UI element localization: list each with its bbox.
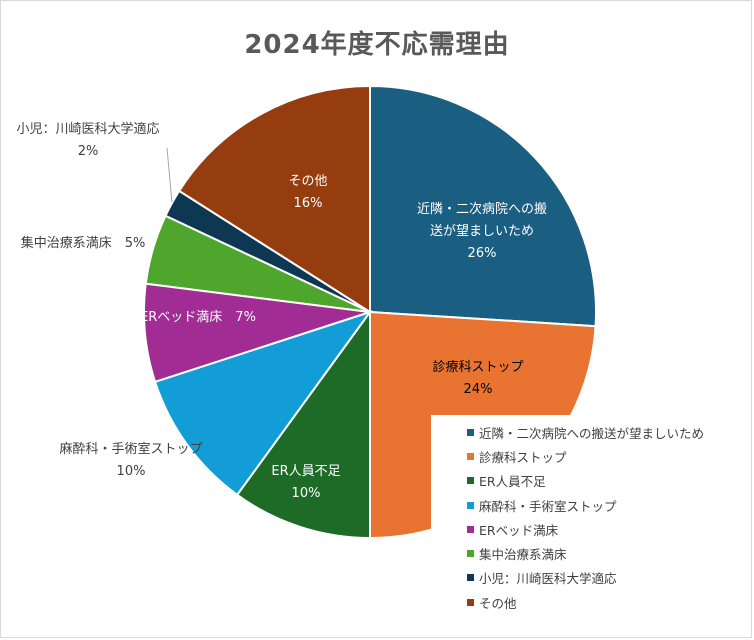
legend-item: 小児：川崎医科大学適応 [467, 566, 733, 590]
legend-label: ERベッド満床 [479, 522, 559, 538]
slice-label: 診療科ストップ 24% [432, 359, 523, 397]
legend-swatch [467, 550, 474, 558]
slice-label: 近隣・二次病院への搬送が望ましいため 26% [417, 201, 547, 261]
legend-swatch [467, 428, 474, 436]
legend-swatch [467, 501, 474, 509]
pie-slice [153, 310, 373, 497]
legend-item: 集中治療系満床 [467, 541, 733, 565]
legend-item: 近隣・二次病院への搬送が望ましいため [467, 420, 733, 444]
legend-swatch [467, 477, 474, 485]
legend-item: 麻酔科・手術室ストップ [467, 493, 733, 517]
slice-percent: 16% [294, 196, 323, 211]
legend-swatch [467, 525, 474, 533]
slice-label: ERベッド満床 7% [140, 310, 256, 325]
slice-percent: 10% [117, 464, 146, 479]
legend-label: 近隣・二次病院への搬送が望ましいため [479, 425, 705, 441]
slice-label: 麻酔科・手術室ストップ 10% [59, 441, 202, 479]
pie-slice [369, 84, 597, 328]
leader-line [166, 147, 173, 203]
pie-slice [177, 84, 371, 314]
chart-title: 2024年度不応需理由 [244, 30, 510, 60]
legend-label: 診療科ストップ [479, 449, 567, 465]
slice-percent: 24% [464, 382, 493, 397]
legend-swatch [467, 452, 474, 460]
legend-label: 小児：川崎医科大学適応 [479, 571, 617, 587]
legend-item: 診療科ストップ [467, 444, 733, 468]
slice-percent: 2% [78, 144, 99, 159]
slice-percent: 10% [292, 486, 321, 501]
legend-swatch [467, 598, 474, 606]
slice-label: ER人員不足 10% [271, 464, 340, 501]
legend-item: ERベッド満床 [467, 517, 733, 541]
legend-item: ER人員不足 [467, 469, 733, 493]
legend-label: その他 [479, 595, 517, 611]
slice-label: 小児：川崎医科大学適応 2% [16, 121, 159, 159]
legend-item: その他 [467, 590, 733, 614]
legend-label: ER人員不足 [479, 474, 546, 490]
slice-percent: 26% [468, 246, 497, 261]
slice-label: その他 16% [288, 174, 327, 211]
legend-label: 集中治療系満床 [479, 547, 567, 563]
legend-label: 麻酔科・手術室ストップ [479, 498, 617, 514]
legend-swatch [467, 574, 474, 582]
chart-legend: 近隣・二次病院への搬送が望ましいため 診療科ストップ ER人員不足麻酔科・手術室スト… [431, 415, 733, 611]
pie-slice [235, 308, 371, 540]
slice-label: 集中治療系満床 5% [21, 235, 146, 251]
